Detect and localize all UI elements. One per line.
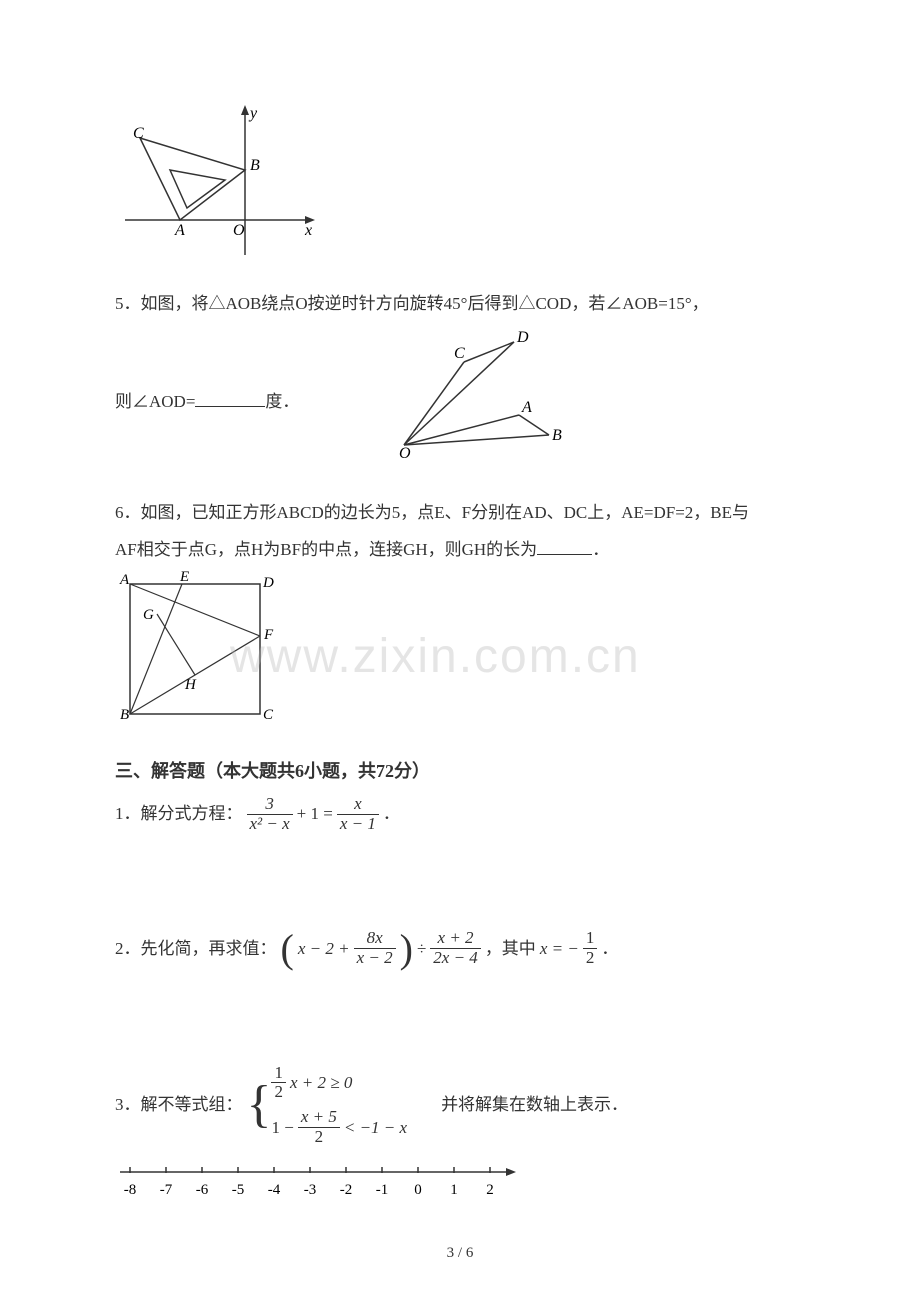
problem-6-period: ． [592, 540, 609, 559]
q3-label: 3．解不等式组： [115, 1086, 243, 1123]
problem-5-prefix: 则∠AOD= [115, 392, 195, 411]
svg-text:H: H [184, 677, 197, 693]
q1-label: 1．解分式方程： [115, 795, 243, 832]
svg-text:-7: -7 [160, 1182, 173, 1198]
q1-frac1: 3 x² − x [247, 795, 293, 833]
lparen-icon: ( [281, 933, 294, 965]
svg-text:-3: -3 [304, 1182, 317, 1198]
blank-gh [537, 538, 592, 555]
q2-frac2: x + 2 2x − 4 [430, 929, 481, 967]
svg-text:D: D [262, 575, 274, 591]
svg-text:0: 0 [414, 1182, 422, 1198]
svg-text:C: C [263, 707, 274, 723]
brace-icon: { [247, 1084, 272, 1126]
problem-5: 5．如图，将△AOB绕点O按逆时针方向旋转45°后得到△COD，若∠AOB=15… [115, 285, 805, 474]
svg-text:O: O [399, 445, 411, 460]
watermark: www.zixin.com.cn [230, 604, 641, 710]
q2-xeq: x = − [540, 930, 579, 967]
svg-text:-2: -2 [340, 1182, 353, 1198]
q2-term1: x − 2 + [298, 930, 350, 967]
figure-square: A D B C E F G H www.zixin.com.cn [115, 569, 805, 737]
problem-6: 6．如图，已知正方形ABCD的边长为5，点E、F分别在AD、DC上，AE=DF=… [115, 494, 805, 737]
q3-l2-a: 1 − [271, 1109, 293, 1146]
svg-text:O: O [233, 222, 245, 239]
svg-text:C: C [133, 125, 144, 142]
blank-aod [195, 390, 265, 407]
q2-div: ÷ [417, 930, 426, 967]
q1-frac2: x x − 1 [337, 795, 379, 833]
svg-text:1: 1 [450, 1182, 458, 1198]
q2-period: ． [601, 930, 618, 967]
q2-frac1: 8x x − 2 [354, 929, 396, 967]
svg-text:D: D [516, 330, 529, 346]
number-line: -8 -7 -6 -5 -4 -3 -2 -1 0 1 2 [115, 1160, 805, 1213]
q3-l2-c: < −1 − x [344, 1109, 407, 1146]
problem-s3-3: 3．解不等式组： { 1 2 x + 2 ≥ 0 1 − x + 5 2 [115, 1064, 805, 1214]
q1-plus: + 1 = [297, 795, 333, 832]
svg-text:-1: -1 [376, 1182, 389, 1198]
problem-6-line2: AF相交于点G，点H为BF的中点，连接GH，则GH的长为 [115, 540, 537, 559]
q3-l1-rest: x + 2 ≥ 0 [290, 1064, 352, 1101]
problem-5-line1: 5．如图，将△AOB绕点O按逆时针方向旋转45°后得到△COD，若∠AOB=15… [115, 285, 805, 322]
svg-text:B: B [250, 157, 260, 174]
svg-text:A: A [174, 222, 185, 239]
problem-s3-1: 1．解分式方程： 3 x² − x + 1 = x x − 1 ． [115, 795, 805, 833]
q3-l2-frac: x + 5 2 [298, 1108, 340, 1146]
svg-text:B: B [552, 427, 562, 444]
q1-period: ． [383, 795, 400, 832]
figure-triangle-axes: C B A O y x [115, 100, 805, 265]
problem-5-suffix: 度． [265, 392, 299, 411]
svg-text:E: E [179, 569, 189, 585]
q3-tail: 并将解集在数轴上表示． [441, 1086, 628, 1123]
svg-text:B: B [120, 707, 129, 723]
svg-text:-8: -8 [124, 1182, 137, 1198]
svg-text:y: y [248, 105, 258, 122]
problem-s3-2: 2．先化简，再求值： ( x − 2 + 8x x − 2 ) ÷ x + 2 … [115, 929, 805, 967]
svg-text:A: A [521, 399, 532, 416]
section-3-header: 三、解答题（本大题共6小题，共72分） [115, 757, 805, 783]
svg-text:-5: -5 [232, 1182, 245, 1198]
svg-text:2: 2 [486, 1182, 494, 1198]
svg-text:A: A [119, 572, 130, 588]
system-brace: { 1 2 x + 2 ≥ 0 1 − x + 5 2 < −1 − x [247, 1064, 408, 1147]
figure-rotation: O B A C D [379, 330, 569, 473]
q2-mid: ，其中 [485, 930, 536, 967]
q2-label: 2．先化简，再求值： [115, 930, 277, 967]
svg-text:x: x [304, 222, 312, 239]
problem-6-line1: 6．如图，已知正方形ABCD的边长为5，点E、F分别在AD、DC上，AE=DF=… [115, 494, 805, 531]
page-number: 3 / 6 [447, 1245, 474, 1262]
svg-text:G: G [143, 607, 154, 623]
q2-half: 1 2 [583, 929, 598, 967]
svg-text:-4: -4 [268, 1182, 281, 1198]
q3-l1-frac: 1 2 [271, 1064, 286, 1102]
svg-text:C: C [454, 345, 465, 362]
rparen-icon: ) [400, 933, 413, 965]
svg-text:F: F [263, 627, 274, 643]
svg-text:-6: -6 [196, 1182, 209, 1198]
